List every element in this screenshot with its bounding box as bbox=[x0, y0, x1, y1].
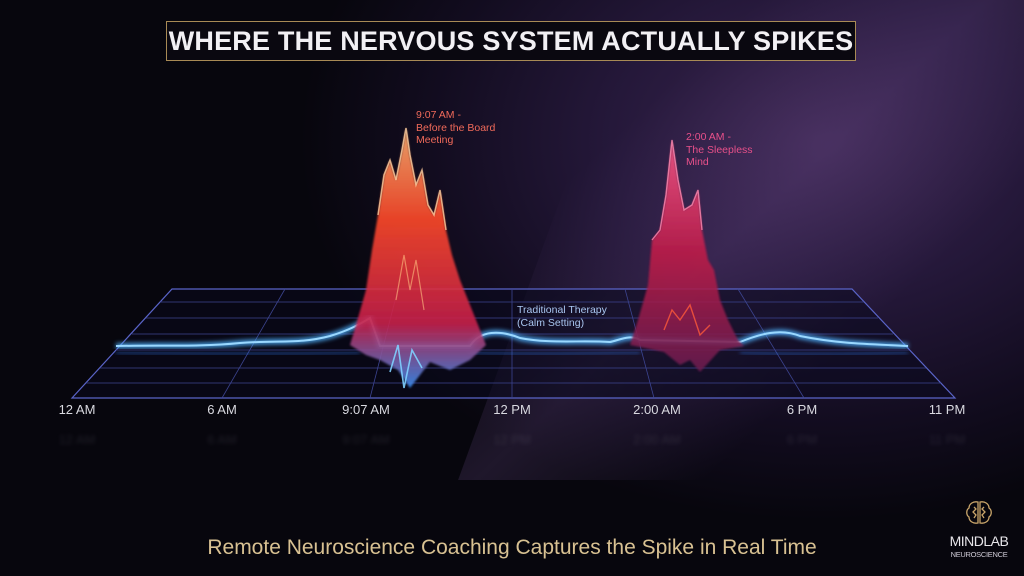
title-banner: WHERE THE NERVOUS SYSTEM ACTUALLY SPIKES bbox=[166, 21, 856, 61]
logo-name: MINDLAB bbox=[949, 533, 1009, 549]
x-tick: 12 AM bbox=[58, 402, 96, 417]
x-tick: 9:07 AM bbox=[342, 402, 390, 417]
page-title: WHERE THE NERVOUS SYSTEM ACTUALLY SPIKES bbox=[168, 25, 854, 56]
annotation-line: Before the Board bbox=[416, 121, 496, 134]
x-tick-reflection: 6 AM bbox=[207, 432, 237, 447]
x-tick: 6 AM bbox=[207, 402, 237, 417]
annotation-line: Mind bbox=[686, 156, 709, 168]
annotation-calm-setting: Traditional Therapy (Calm Setting) bbox=[517, 304, 607, 329]
annotation-line: Traditional Therapy bbox=[517, 304, 607, 316]
x-tick-reflection: 9:07 AM bbox=[342, 432, 390, 447]
x-tick-reflection: 12 PM bbox=[493, 432, 531, 447]
logo-subtitle: NEUROSCIENCE bbox=[950, 550, 1008, 559]
x-tick: 2:00 AM bbox=[633, 402, 681, 417]
annotation-line: The Sleepless bbox=[686, 143, 753, 156]
annotation-line: (Calm Setting) bbox=[517, 316, 585, 329]
x-tick-reflection: 12 AM bbox=[58, 432, 96, 447]
x-tick: 12 PM bbox=[493, 402, 531, 417]
annotation-line: 9:07 AM - bbox=[416, 109, 461, 121]
x-tick: 6 PM bbox=[786, 402, 818, 417]
annotation-morning-spike: 9:07 AM - Before the Board Meeting bbox=[416, 109, 495, 147]
x-tick-reflection: 6 PM bbox=[786, 432, 818, 447]
spike-night bbox=[630, 139, 744, 372]
annotation-line: Meeting bbox=[416, 134, 454, 146]
logo: MINDLAB NEUROSCIENCE bbox=[944, 500, 1014, 559]
spike-morning bbox=[350, 127, 486, 389]
x-tick: 11 PM bbox=[928, 402, 966, 417]
annotation-line: 2:00 AM - bbox=[686, 131, 731, 143]
baseline-signal bbox=[115, 313, 909, 357]
footer-tagline: Remote Neuroscience Coaching Captures th… bbox=[207, 536, 817, 559]
brain-icon bbox=[966, 501, 992, 524]
x-tick-reflection: 2:00 AM bbox=[633, 432, 681, 447]
x-tick-reflection: 11 PM bbox=[928, 432, 966, 447]
annotation-night-spike: 2:00 AM - The Sleepless Mind bbox=[686, 131, 753, 169]
